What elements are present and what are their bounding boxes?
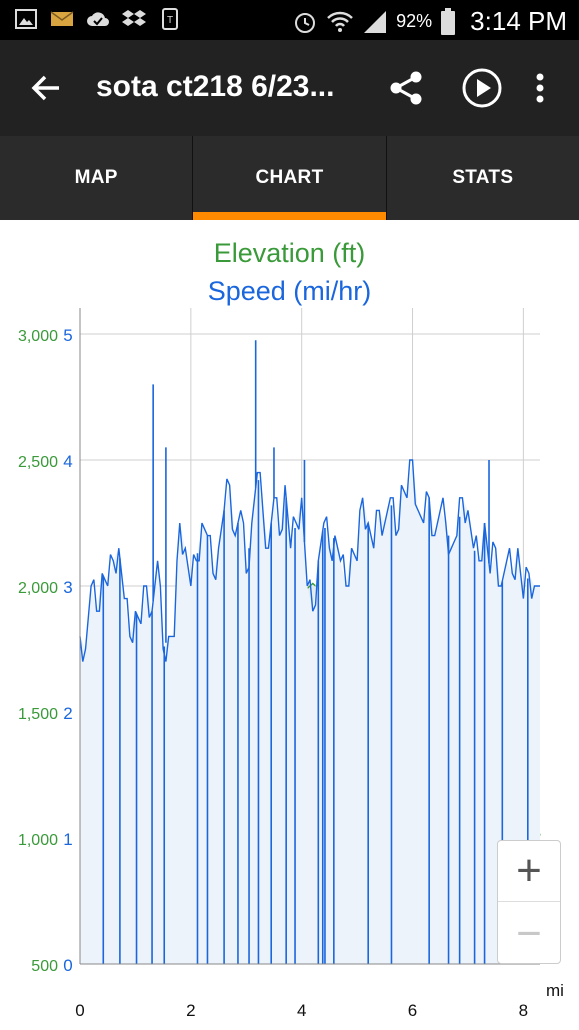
x-tick-label: 2 [186, 1001, 195, 1020]
back-arrow-icon [31, 75, 59, 101]
zoom-controls: + − [497, 840, 561, 964]
tab-map[interactable]: MAP [0, 136, 192, 220]
x-tick-label: 0 [75, 1001, 84, 1020]
signal-icon [364, 10, 387, 33]
battery-percent: 92% [396, 11, 433, 31]
dropbox-icon [122, 10, 146, 26]
y-right-tick-label: 0 [63, 956, 72, 975]
clock: 3:14 PM [470, 6, 567, 36]
tab-bar: MAP CHART STATS [0, 136, 579, 220]
cloud-check-icon [87, 12, 109, 26]
zoom-out-button[interactable]: − [516, 908, 542, 958]
y-left-tick-label: 2,500 [18, 454, 58, 471]
svg-text:T: T [167, 15, 173, 26]
tab-stats[interactable]: STATS [385, 136, 579, 220]
chart-labels: 500 1,000 1,500 2,000 2,500 3,000 0 1 2 3 4 5 0 2 4 6 8m… [18, 326, 564, 1020]
overflow-menu-button[interactable] [520, 64, 560, 112]
back-button[interactable] [24, 66, 68, 110]
speed-area [80, 460, 540, 964]
y-left-tick-label: 2,000 [18, 580, 58, 597]
track-title: sota ct218 6/23... [96, 70, 335, 103]
active-tab-indicator [193, 212, 386, 220]
tab-chart[interactable]: CHART [192, 136, 386, 220]
y-right-tick-label: 4 [63, 452, 72, 471]
speed-layer [79, 340, 540, 964]
y-right-tick-label: 5 [63, 326, 72, 345]
gallery-icon [15, 9, 37, 29]
email-icon [50, 11, 74, 26]
battery-icon [441, 7, 456, 35]
overflow-menu-icon [536, 73, 544, 103]
status-bar: T 92% 3:14 PM [0, 0, 579, 40]
status-icons-left: T [14, 8, 182, 30]
y-left-tick-label: 500 [31, 958, 58, 975]
alarm-icon [295, 12, 316, 33]
y-left-tick-label: 3,000 [18, 328, 58, 345]
tab-stats-label: STATS [452, 167, 514, 188]
chart-title-speed: Speed (mi/hr) [207, 276, 372, 306]
y-right-tick-label: 2 [63, 704, 72, 723]
y-left-tick-label: 1,500 [18, 706, 58, 723]
wifi-icon [327, 11, 354, 32]
y-right-tick-label: 1 [63, 830, 72, 849]
chart-axes [79, 308, 540, 965]
status-icons-right: 92% 3:14 PM [292, 6, 567, 37]
share-button[interactable] [382, 64, 430, 112]
chart-title-elevation: Elevation (ft) [213, 238, 366, 268]
tab-chart-label: CHART [255, 167, 324, 188]
app-bar: sota ct218 6/23... [0, 40, 579, 136]
y-left-tick-label: 1,000 [18, 832, 58, 849]
tmobile-icon: T [162, 8, 178, 30]
y-right-tick-label: 3 [63, 578, 72, 597]
tab-map-label: MAP [74, 167, 118, 188]
x-tick-label: 6 [408, 1001, 417, 1020]
share-icon [390, 71, 422, 105]
play-icon [462, 68, 502, 108]
play-button[interactable] [458, 64, 506, 112]
x-tick-label: 4 [297, 1001, 306, 1020]
speed-line [79, 459, 540, 662]
zoom-in-button[interactable]: + [498, 841, 560, 902]
x-tick-label: 8 [519, 1001, 528, 1020]
x-axis-label: mi [546, 981, 564, 1000]
